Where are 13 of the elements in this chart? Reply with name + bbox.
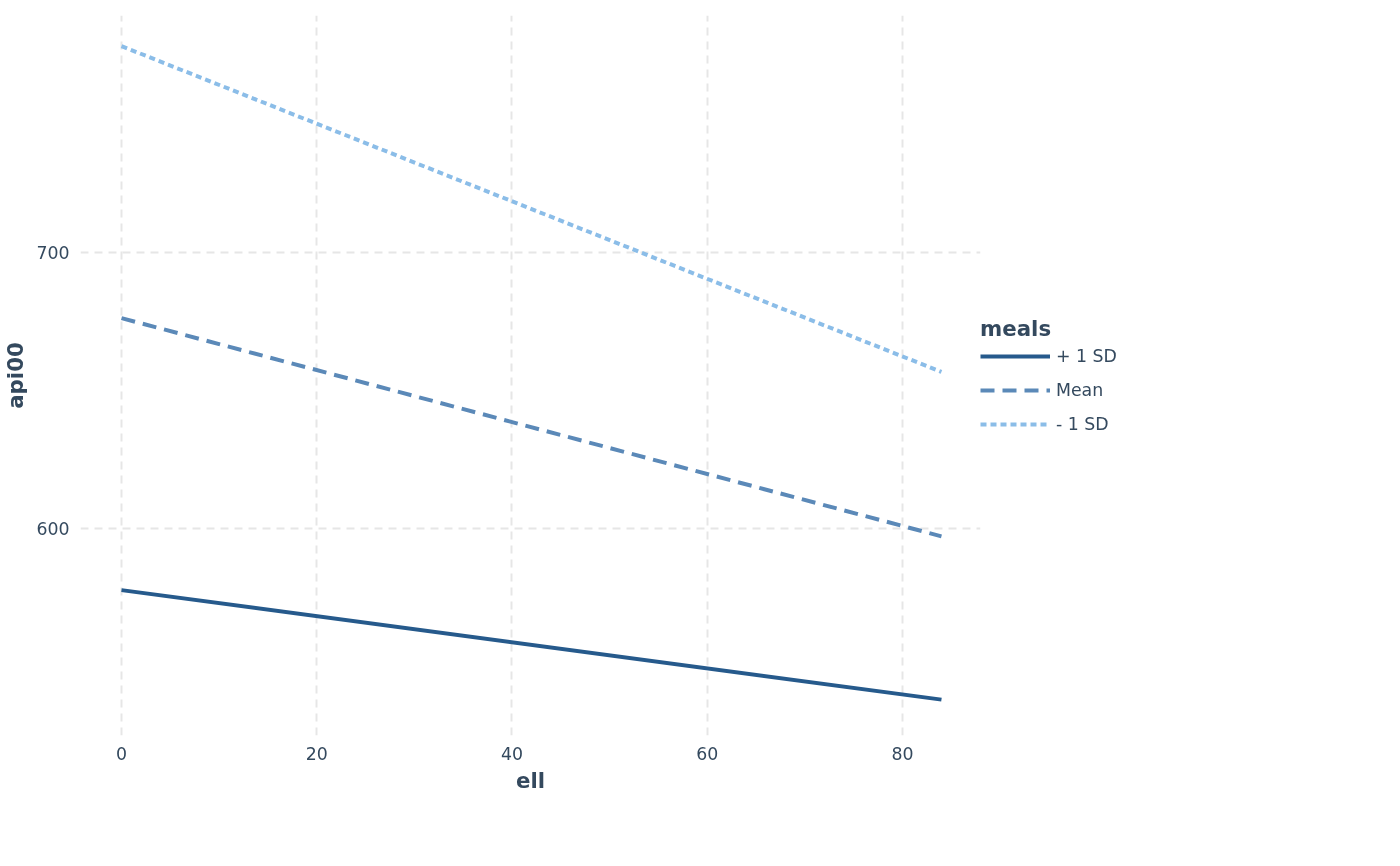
- y-axis-title: api00: [3, 342, 29, 409]
- y-tick-label: 700: [36, 243, 70, 264]
- legend-label: - 1 SD: [1056, 414, 1109, 434]
- x-tick-label: 60: [696, 743, 719, 764]
- legend-title: meals: [980, 316, 1053, 341]
- y-tick-label: 600: [36, 519, 70, 540]
- legend-label: Mean: [1056, 380, 1104, 400]
- x-tick-label: 0: [115, 743, 128, 764]
- x-tick-label: 80: [891, 743, 914, 764]
- x-tick-label: 40: [500, 743, 523, 764]
- x-axis-title: ell: [515, 767, 546, 793]
- legend-label: + 1 SD: [1056, 346, 1117, 366]
- x-tick-label: 20: [305, 743, 328, 764]
